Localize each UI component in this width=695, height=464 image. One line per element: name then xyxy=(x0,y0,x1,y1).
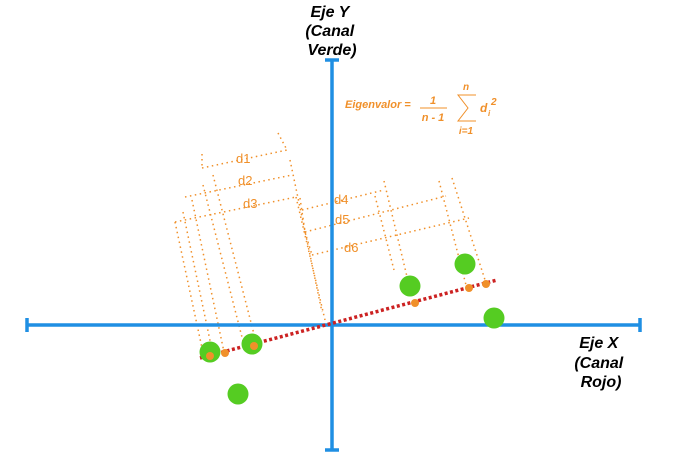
axes xyxy=(25,58,642,452)
guide-d1-tick-right xyxy=(277,132,288,151)
formula-sum-top: n xyxy=(463,82,469,93)
guide-right-2 xyxy=(374,195,395,271)
data-point xyxy=(227,383,249,405)
projection-point xyxy=(411,299,419,307)
formula-denominator: n - 1 xyxy=(422,112,445,124)
projection-point xyxy=(206,352,214,360)
y-axis-label-line-1: Eje Y xyxy=(310,4,350,21)
guide-left-2 xyxy=(182,211,213,351)
y-axis-label-line-2: (Canal xyxy=(305,23,354,40)
guide-d2-bar xyxy=(184,174,293,198)
x-axis-label-line-3: Rojo) xyxy=(581,374,622,391)
x-axis-label: Eje X (Canal Rojo) xyxy=(574,335,627,391)
guide-right-4 xyxy=(451,177,487,284)
guide-right-6 xyxy=(304,231,313,256)
projection-point xyxy=(221,349,229,357)
projected-points xyxy=(206,280,490,360)
projection-point xyxy=(250,342,258,350)
y-axis-label-line-3: Verde) xyxy=(307,42,356,59)
x-axis-label-line-1: Eje X xyxy=(579,335,619,352)
formula-term: d xyxy=(480,101,488,115)
eigenvalue-formula: Eigenvalor = 1 n - 1 n i=1 d i 2 xyxy=(345,82,497,137)
data-point xyxy=(483,307,505,329)
guide-d5-bar xyxy=(304,195,447,233)
distance-guides xyxy=(174,132,487,353)
y-axis-label: Eje Y (Canal Verde) xyxy=(305,4,358,59)
formula-sum-bottom: i=1 xyxy=(459,126,474,137)
guide-left-7 xyxy=(295,196,326,321)
distance-label-d5: d5 xyxy=(335,212,349,227)
data-point xyxy=(399,275,421,297)
distance-label-d2: d2 xyxy=(238,173,252,188)
guide-left-3 xyxy=(191,199,225,353)
guide-left-5 xyxy=(212,174,257,343)
formula-prefix: Eigenvalor = xyxy=(345,99,411,111)
formula-term-sup: 2 xyxy=(490,97,497,108)
guide-left-1 xyxy=(174,221,203,349)
x-axis-label-line-2: (Canal xyxy=(574,355,623,372)
sigma-icon xyxy=(456,94,476,122)
distance-label-d3: d3 xyxy=(243,196,257,211)
guide-d6-bar xyxy=(311,217,470,256)
formula-term-sub: i xyxy=(488,109,491,118)
distance-label-d4: d4 xyxy=(334,192,348,207)
guide-left-6 xyxy=(289,159,323,313)
formula-numerator: 1 xyxy=(430,95,436,107)
guide-right-5 xyxy=(299,197,306,233)
distance-label-d6: d6 xyxy=(344,240,358,255)
guide-left-4 xyxy=(202,184,245,346)
projection-point xyxy=(482,280,490,288)
guide-d4-bar xyxy=(301,189,385,211)
distance-label-d1: d1 xyxy=(236,151,250,166)
data-points xyxy=(199,253,505,405)
data-point xyxy=(454,253,476,275)
guide-d3-bar xyxy=(174,196,297,223)
projection-point xyxy=(465,284,473,292)
